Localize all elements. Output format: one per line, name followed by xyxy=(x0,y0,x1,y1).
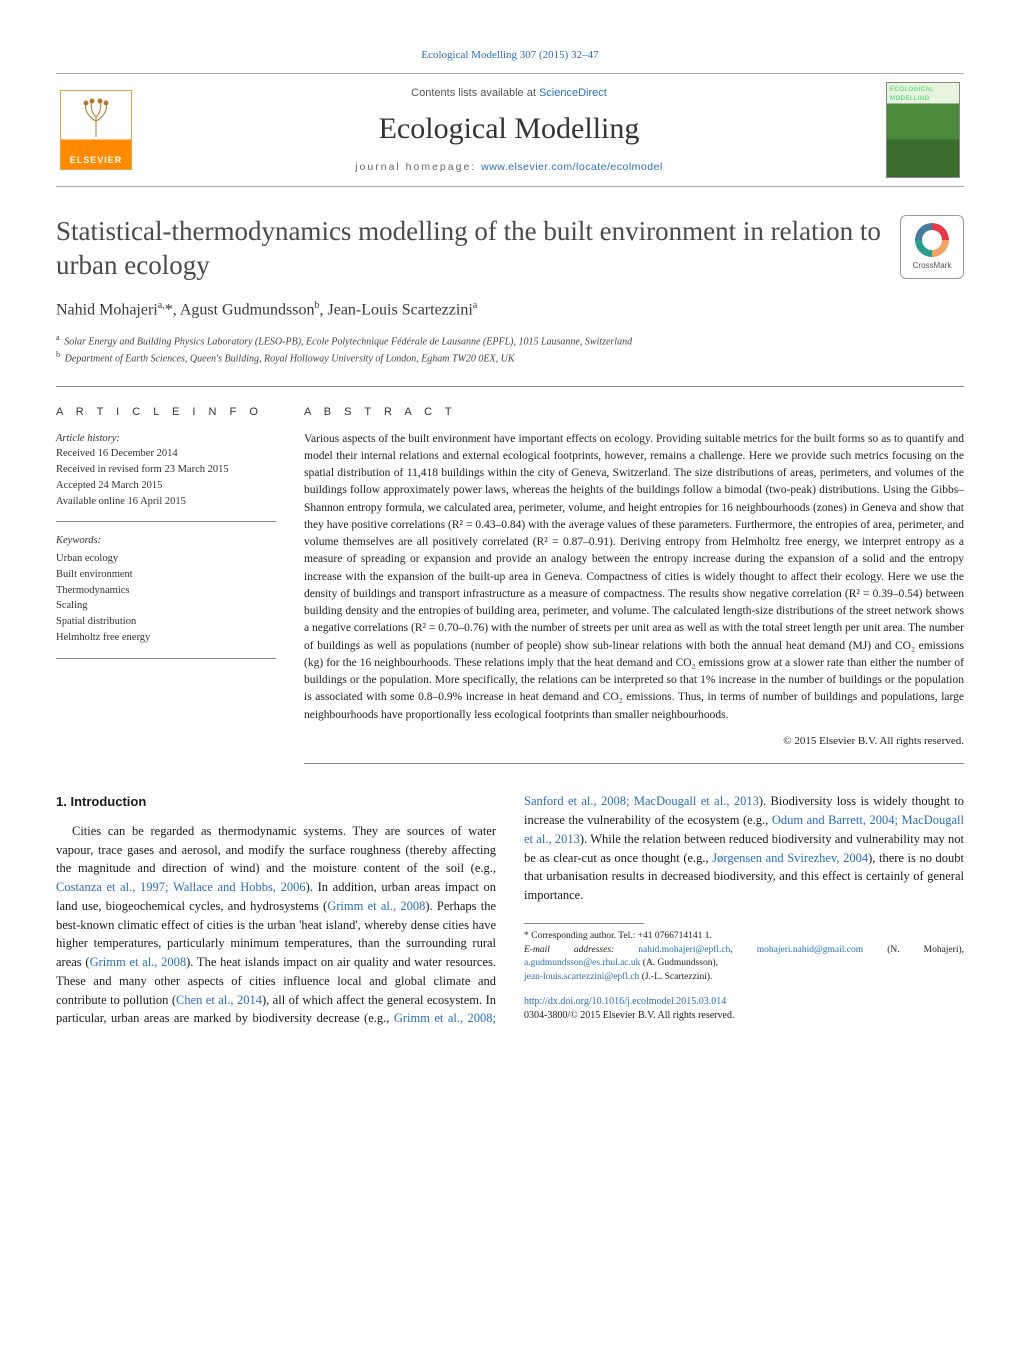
elsevier-logo[interactable]: ELSEVIER xyxy=(60,90,132,170)
email-link[interactable]: nahid.mohajeri@epfl.ch xyxy=(638,945,730,955)
abstract-heading: A B S T R A C T xyxy=(304,405,964,420)
affiliations: a Solar Energy and Building Physics Labo… xyxy=(56,332,964,367)
keywords-label: Keywords: xyxy=(56,534,276,549)
issn-copyright: 0304-3800/© 2015 Elsevier B.V. All right… xyxy=(524,1010,734,1021)
citation-link[interactable]: Costanza et al., 1997; Wallace and Hobbs… xyxy=(56,880,306,894)
email-link[interactable]: jean-louis.scartezzini@epfl.ch xyxy=(524,972,639,982)
citation-link[interactable]: Jørgensen and Svirezhev, 2004 xyxy=(712,851,868,865)
citation-link[interactable]: Chen et al., 2014 xyxy=(176,993,262,1007)
history-revised: Received in revised form 23 March 2015 xyxy=(56,462,276,478)
doi-link[interactable]: http://dx.doi.org/10.1016/j.ecolmodel.20… xyxy=(524,996,726,1007)
journal-reference: Ecological Modelling 307 (2015) 32–47 xyxy=(56,48,964,63)
history-online: Available online 16 April 2015 xyxy=(56,494,276,510)
elsevier-wordmark: ELSEVIER xyxy=(70,154,123,170)
homepage-line: journal homepage: www.elsevier.com/locat… xyxy=(146,160,872,175)
footnote-rule xyxy=(524,923,644,924)
crossmark-icon xyxy=(915,223,949,257)
keyword-item: Spatial distribution xyxy=(56,614,276,630)
contents-line: Contents lists available at ScienceDirec… xyxy=(146,86,872,101)
history-received: Received 16 December 2014 xyxy=(56,446,276,462)
body-paragraph: Cities can be regarded as thermodynamic … xyxy=(56,792,964,1028)
homepage-prefix: journal homepage: xyxy=(355,161,481,173)
journal-title: Ecological Modelling xyxy=(146,108,872,150)
crossmark-badge[interactable]: CrossMark xyxy=(900,215,964,279)
sciencedirect-link[interactable]: ScienceDirect xyxy=(539,87,607,99)
article-history: Article history: Received 16 December 20… xyxy=(56,431,276,523)
citation-link[interactable]: Grimm et al., 2008 xyxy=(327,899,425,913)
email-link[interactable]: mohajeri.nahid@gmail.com xyxy=(757,945,863,955)
section-heading-intro: 1. Introduction xyxy=(56,792,496,812)
doi-block: http://dx.doi.org/10.1016/j.ecolmodel.20… xyxy=(524,995,964,1023)
body-two-column: 1. Introduction Cities can be regarded a… xyxy=(56,792,964,1028)
abstract-text: Various aspects of the built environment… xyxy=(304,431,964,724)
citation-link[interactable]: Grimm et al., 2008 xyxy=(90,955,187,969)
contents-prefix: Contents lists available at xyxy=(411,87,539,99)
journal-cover-thumbnail[interactable] xyxy=(886,82,960,178)
crossmark-label: CrossMark xyxy=(913,260,952,271)
affiliation-b: b Department of Earth Sciences, Queen's … xyxy=(56,349,964,366)
footnotes: * Corresponding author. Tel.: +41 076671… xyxy=(524,930,964,985)
email-link[interactable]: a.gudmundsson@es.rhul.ac.uk xyxy=(524,958,640,968)
masthead: ELSEVIER Contents lists available at Sci… xyxy=(56,73,964,187)
keyword-item: Built environment xyxy=(56,567,276,583)
authors: Nahid Mohajeria,*, Agust Gudmundssonb, J… xyxy=(56,299,964,322)
article-info-column: A R T I C L E I N F O Article history: R… xyxy=(56,387,276,764)
email-addresses: E-mail addresses: nahid.mohajeri@epfl.ch… xyxy=(524,944,964,985)
keyword-item: Thermodynamics xyxy=(56,583,276,599)
history-label: Article history: xyxy=(56,431,276,447)
keyword-item: Helmholtz free energy xyxy=(56,630,276,646)
copyright-line: © 2015 Elsevier B.V. All rights reserved… xyxy=(304,734,964,749)
abstract-column: A B S T R A C T Various aspects of the b… xyxy=(304,387,964,764)
elsevier-tree-icon xyxy=(74,95,118,139)
homepage-link[interactable]: www.elsevier.com/locate/ecolmodel xyxy=(481,161,663,173)
keyword-item: Urban ecology xyxy=(56,551,276,567)
corresponding-author-note: * Corresponding author. Tel.: +41 076671… xyxy=(524,930,964,944)
article-info-heading: A R T I C L E I N F O xyxy=(56,405,276,420)
history-accepted: Accepted 24 March 2015 xyxy=(56,478,276,494)
article-title: Statistical-thermodynamics modelling of … xyxy=(56,215,884,283)
affiliation-a: a Solar Energy and Building Physics Labo… xyxy=(56,332,964,349)
keyword-item: Scaling xyxy=(56,598,276,614)
keywords-block: Keywords: Urban ecology Built environmen… xyxy=(56,534,276,658)
